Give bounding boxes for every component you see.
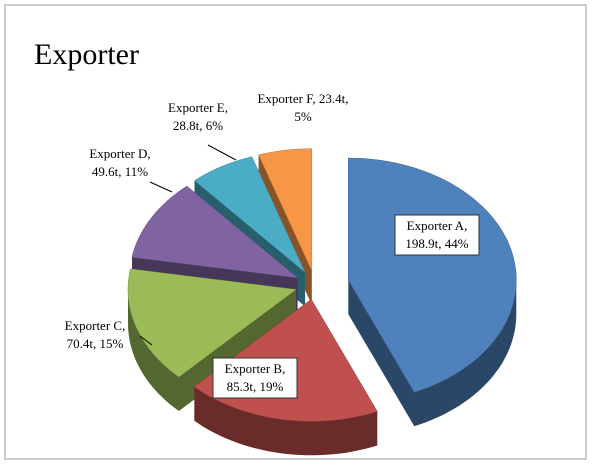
data-label: Exporter A, 198.9t, 44%	[405, 218, 468, 251]
leader-line	[149, 181, 173, 193]
value-label: 49.6t, 11%	[92, 164, 148, 179]
category-label: Exporter B,	[225, 361, 286, 376]
slice	[131, 185, 299, 279]
category-label: Exporter E,	[168, 100, 228, 115]
slice	[258, 148, 313, 271]
value-label: 28.8t, 6%	[173, 118, 223, 133]
data-label: Exporter B, 85.3t, 19%	[225, 361, 286, 394]
chart-title: Exporter	[34, 38, 139, 71]
category-label: Exporter D,	[89, 146, 150, 161]
leader-line	[207, 144, 237, 161]
category-label: Exporter F, 23.4t,	[257, 91, 348, 106]
value-label: 5%	[294, 109, 312, 124]
value-label: 85.3t, 19%	[227, 379, 284, 394]
category-label: Exporter A,	[407, 218, 468, 233]
value-label: 70.4t, 15%	[67, 336, 124, 351]
slice	[127, 268, 297, 378]
data-label: Exporter C, 70.4t, 15%	[65, 318, 126, 351]
label-box	[394, 214, 480, 256]
data-label: Exporter F, 23.4t, 5%	[257, 91, 348, 124]
data-label: Exporter E, 28.8t, 6%	[168, 100, 228, 133]
category-label: Exporter C,	[65, 318, 126, 333]
label-box	[212, 357, 298, 399]
slice	[194, 156, 306, 273]
leader-line	[139, 335, 153, 346]
value-label: 198.9t, 44%	[405, 236, 468, 251]
data-label: Exporter D, 49.6t, 11%	[89, 146, 150, 179]
